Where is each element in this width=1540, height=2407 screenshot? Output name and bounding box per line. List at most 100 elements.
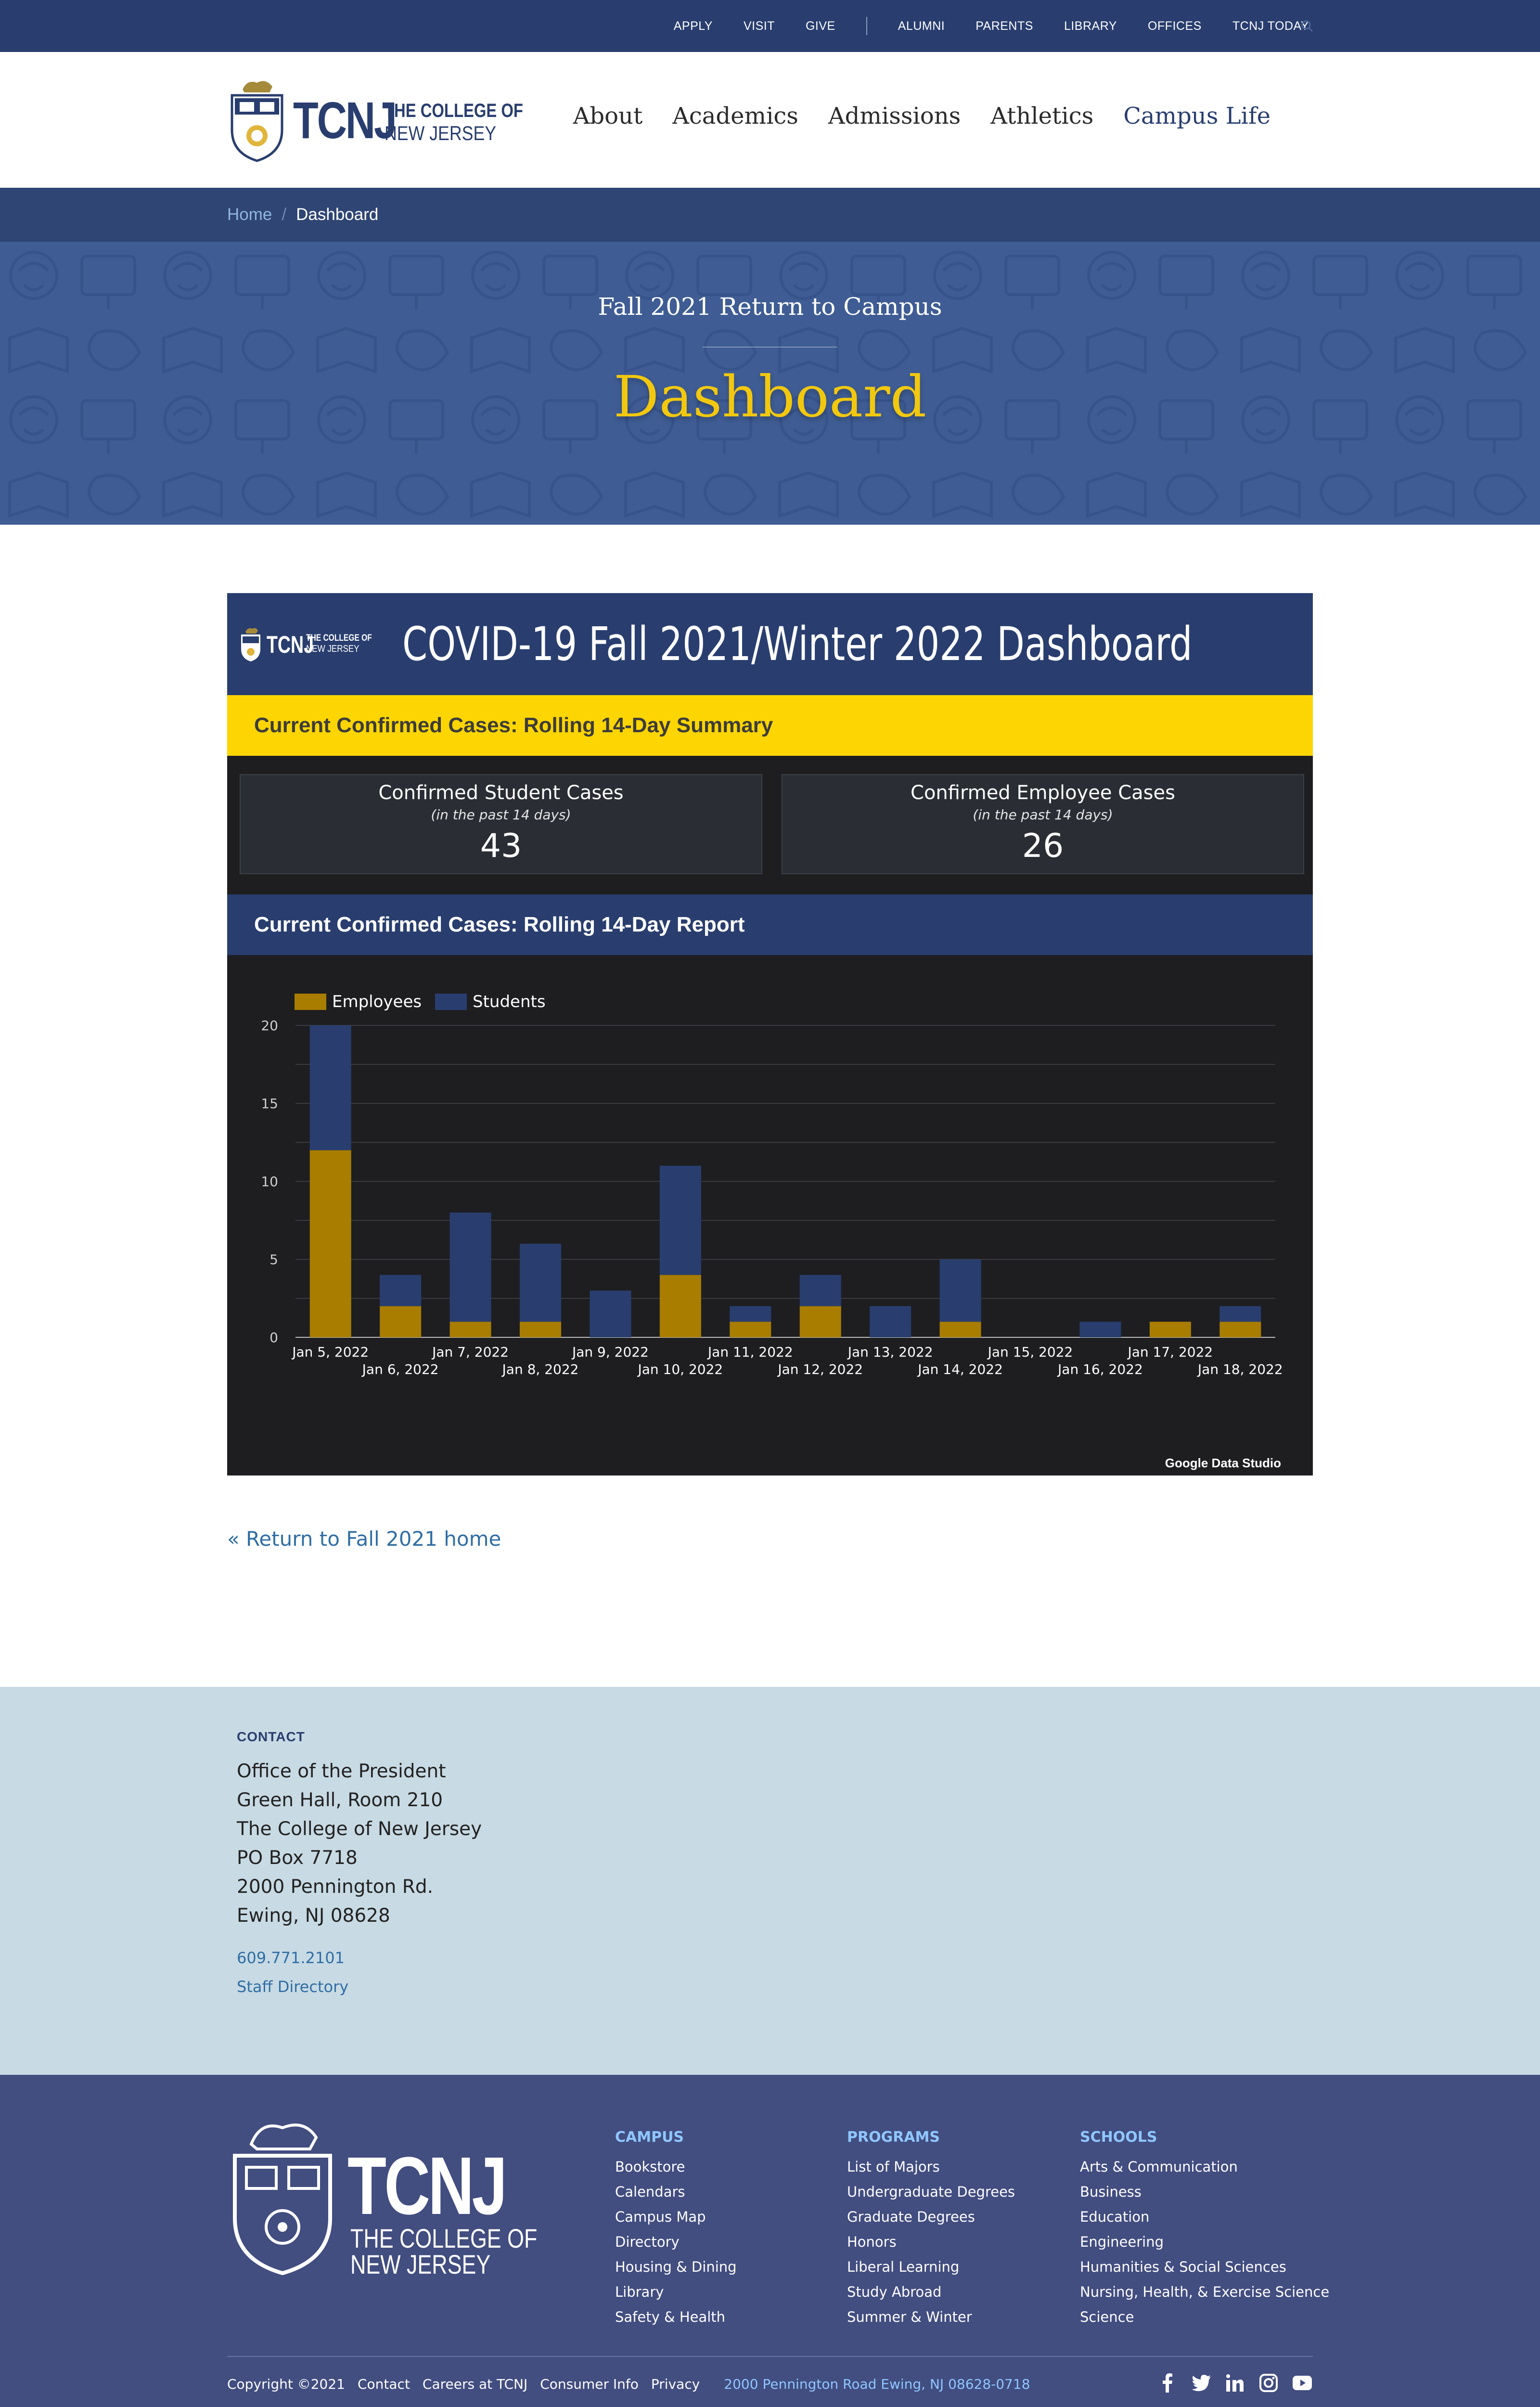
footer-link[interactable]: Directory bbox=[615, 2234, 680, 2250]
footer-link[interactable]: Education bbox=[1080, 2209, 1150, 2225]
utility-link-visit[interactable]: VISIT bbox=[743, 19, 775, 33]
dashboard-title: COVID-19 Fall 2021/Winter 2022 Dashboard bbox=[402, 617, 1193, 671]
footer-column-schools: SCHOOLS Arts & Communication Business Ed… bbox=[1080, 2129, 1329, 2329]
linkedin-icon[interactable] bbox=[1224, 2372, 1245, 2394]
footer-link[interactable]: Calendars bbox=[615, 2184, 685, 2200]
x-tick-label: Jan 11, 2022 bbox=[707, 1344, 793, 1360]
footer-link[interactable]: Humanities & Social Sciences bbox=[1080, 2259, 1286, 2275]
footer-column-heading: PROGRAMS bbox=[847, 2129, 940, 2146]
data-studio-credit[interactable]: Google Data Studio bbox=[1165, 1456, 1281, 1470]
contact-line: The College of New Jersey bbox=[237, 1818, 482, 1840]
x-tick-label: Jan 10, 2022 bbox=[637, 1361, 723, 1377]
contact-line: Green Hall, Room 210 bbox=[237, 1789, 443, 1811]
footer-link-contact[interactable]: Contact bbox=[357, 2376, 410, 2392]
tcnj-logo[interactable]: TCNJ THE COLLEGE OF NEW JERSEY bbox=[228, 76, 523, 163]
facebook-icon[interactable] bbox=[1157, 2372, 1178, 2394]
footer-address-link[interactable]: 2000 Pennington Road Ewing, NJ 08628-071… bbox=[724, 2376, 1030, 2392]
bar-employees bbox=[449, 1321, 491, 1337]
footer-link[interactable]: Arts & Communication bbox=[1080, 2159, 1238, 2175]
bar-employees bbox=[380, 1306, 422, 1337]
card-subtitle: (in the past 14 days) bbox=[973, 807, 1113, 823]
footer-logo-line2: NEW JERSEY bbox=[350, 2249, 491, 2279]
x-tick-label: Jan 5, 2022 bbox=[291, 1344, 369, 1360]
footer-link[interactable]: Science bbox=[1080, 2309, 1134, 2325]
hero-divider bbox=[703, 347, 837, 348]
bar-students bbox=[380, 1275, 422, 1307]
footer-link-careers[interactable]: Careers at TCNJ bbox=[422, 2376, 528, 2392]
bar-employees bbox=[799, 1306, 841, 1337]
utility-link-library[interactable]: LIBRARY bbox=[1064, 19, 1117, 33]
footer-link[interactable]: Undergraduate Degrees bbox=[847, 2184, 1015, 2200]
utility-link-give[interactable]: GIVE bbox=[805, 19, 835, 33]
main-nav: About Academics Admissions Athletics Cam… bbox=[543, 103, 1270, 129]
return-link[interactable]: « Return to Fall 2021 home bbox=[227, 1527, 501, 1551]
footer-link[interactable]: Bookstore bbox=[615, 2159, 685, 2175]
footer-logo-line1: THE COLLEGE OF bbox=[350, 2223, 538, 2253]
bar-employees bbox=[939, 1321, 981, 1337]
footer-link[interactable]: Engineering bbox=[1080, 2234, 1164, 2250]
footer-link[interactable]: Housing & Dining bbox=[615, 2259, 737, 2275]
y-tick-label: 15 bbox=[261, 1096, 278, 1112]
bar-employees bbox=[659, 1275, 701, 1337]
utility-link-tcnj-today[interactable]: TCNJ TODAY bbox=[1232, 19, 1309, 33]
nav-campus-life[interactable]: Campus Life bbox=[1123, 103, 1270, 129]
crest-icon bbox=[241, 628, 260, 661]
footer-column-campus: CAMPUS Bookstore Calendars Campus Map Di… bbox=[615, 2129, 737, 2329]
instagram-icon[interactable] bbox=[1258, 2372, 1279, 2394]
bar-students bbox=[1079, 1321, 1121, 1337]
card-value: 43 bbox=[480, 827, 522, 865]
bar-employees bbox=[309, 1150, 351, 1337]
footer-link[interactable]: Business bbox=[1080, 2184, 1142, 2200]
hero-kicker: Fall 2021 Return to Campus bbox=[598, 293, 942, 321]
logo-abbr: TCNJ bbox=[293, 91, 397, 149]
contact-line: Office of the President bbox=[237, 1760, 446, 1782]
search-icon[interactable] bbox=[1300, 19, 1314, 33]
footer-divider bbox=[227, 2356, 1313, 2357]
bar-employees bbox=[520, 1321, 561, 1337]
footer-link[interactable]: Liberal Learning bbox=[847, 2259, 960, 2275]
youtube-icon[interactable] bbox=[1292, 2372, 1313, 2394]
footer-link[interactable]: Honors bbox=[847, 2234, 897, 2250]
breadcrumb-home[interactable]: Home bbox=[227, 205, 272, 224]
twitter-icon[interactable] bbox=[1191, 2372, 1212, 2394]
utility-link-offices[interactable]: OFFICES bbox=[1147, 19, 1202, 33]
breadcrumb-current: Dashboard bbox=[296, 205, 379, 224]
y-tick-label: 5 bbox=[270, 1252, 278, 1268]
x-tick-label: Jan 8, 2022 bbox=[501, 1361, 579, 1377]
copyright: Copyright ©2021 bbox=[227, 2376, 345, 2392]
bar-students bbox=[939, 1259, 981, 1322]
x-tick-label: Jan 15, 2022 bbox=[987, 1344, 1073, 1360]
footer-link[interactable]: Study Abroad bbox=[847, 2284, 942, 2300]
utility-link-apply[interactable]: APPLY bbox=[673, 19, 713, 33]
nav-admissions[interactable]: Admissions bbox=[828, 103, 961, 129]
utility-link-alumni[interactable]: ALUMNI bbox=[898, 19, 945, 33]
covid-dashboard: TCNJ THE COLLEGE OF NEW JERSEY COVID-19 … bbox=[227, 593, 1313, 1475]
site-header: TCNJ THE COLLEGE OF NEW JERSEY About Aca… bbox=[0, 52, 1540, 188]
x-tick-label: Jan 14, 2022 bbox=[917, 1361, 1003, 1377]
contact-section: CONTACT Office of the President Green Ha… bbox=[0, 1687, 1540, 2075]
footer-link[interactable]: Safety & Health bbox=[615, 2309, 726, 2325]
bar-students bbox=[659, 1165, 701, 1275]
bar-students bbox=[520, 1243, 561, 1322]
bar-students bbox=[799, 1275, 841, 1307]
footer-logo[interactable]: TCNJ THE COLLEGE OF NEW JERSEY bbox=[227, 2115, 537, 2279]
footer-link-consumer-info[interactable]: Consumer Info bbox=[540, 2376, 639, 2392]
contact-phone-link[interactable]: 609.771.2101 bbox=[237, 1949, 345, 1967]
bar-students bbox=[449, 1212, 491, 1322]
nav-athletics[interactable]: Athletics bbox=[990, 103, 1094, 129]
dashboard-logo-line2: NEW JERSEY bbox=[306, 644, 359, 654]
contact-label: CONTACT bbox=[237, 1729, 305, 1744]
nav-about[interactable]: About bbox=[573, 103, 643, 129]
footer-link[interactable]: Library bbox=[615, 2284, 664, 2300]
card-title: Confirmed Student Cases bbox=[378, 782, 624, 804]
footer-link[interactable]: List of Majors bbox=[847, 2159, 940, 2175]
footer-link[interactable]: Graduate Degrees bbox=[847, 2209, 975, 2225]
footer-link[interactable]: Summer & Winter bbox=[847, 2309, 972, 2325]
footer-link-privacy[interactable]: Privacy bbox=[651, 2376, 700, 2392]
staff-directory-link[interactable]: Staff Directory bbox=[237, 1978, 349, 1996]
footer-link[interactable]: Nursing, Health, & Exercise Science bbox=[1080, 2284, 1330, 2300]
nav-academics[interactable]: Academics bbox=[672, 103, 798, 129]
utility-link-parents[interactable]: PARENTS bbox=[975, 19, 1033, 33]
footer-link[interactable]: Campus Map bbox=[615, 2209, 706, 2225]
